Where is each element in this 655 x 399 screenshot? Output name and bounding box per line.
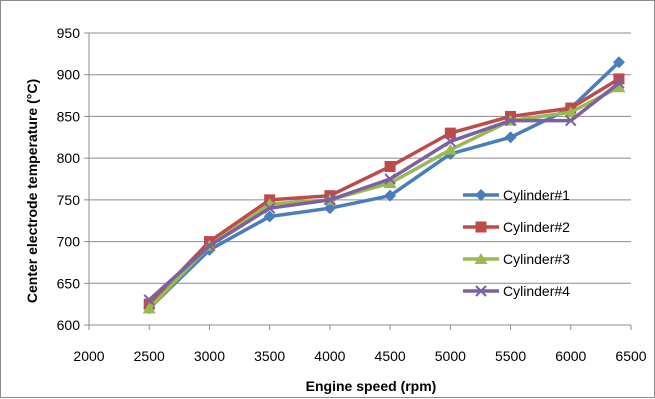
series-4-point-1-stroke-b [143,294,155,306]
y-tick-label-650: 650 [57,275,81,291]
y-axis-title: Center electrode temperature (°C) [24,79,40,303]
series-2-point-9 [613,73,625,85]
legend: Cylinder#1 Cylinder#2 Cylinder#3 Cylinder#4 [463,187,570,299]
x-tick-label-5500: 5500 [495,348,526,364]
x-tick-label-4000: 4000 [314,348,345,364]
y-tick-label-850: 850 [57,108,81,124]
series-4-point-3-stroke-b [263,202,276,214]
series-4-point-5-stroke-b [384,173,396,185]
x-tick-label-6500: 6500 [615,348,646,364]
series-4-point-4 [324,194,336,206]
y-tick-label-700: 700 [57,234,81,250]
y-tick-label-800: 800 [57,150,81,166]
series-4-point-1 [143,294,155,306]
series-1-point-4 [323,202,336,215]
legend-item-2: Cylinder#2 [463,219,570,235]
legend-label-4: Cylinder#4 [503,283,570,299]
series-4-point-8-stroke-b [565,114,577,127]
series-4-point-7-stroke-b [504,114,517,127]
series-1-point-7 [504,131,517,144]
x-tick-label-3000: 3000 [194,348,225,364]
series-1-point-9 [612,56,625,69]
series-4-point-6-stroke-b [444,135,457,148]
series-4-point-2-stroke-b [203,240,216,252]
axes: 600 650 700 750 800 850 900 950 2000 2500 3000 3500… [57,25,647,364]
series-1-point-5 [384,189,397,202]
legend-marker-2 [475,221,487,233]
y-tick-label-750: 750 [57,192,81,208]
series-4-point-8 [565,114,577,127]
legend-marker-3 [474,253,488,264]
legend-label-2: Cylinder#2 [503,219,570,235]
x-tick-label-6000: 6000 [555,348,586,364]
series-3-point-1 [142,302,156,314]
x-axis-title: Engine speed (rpm) [306,378,437,394]
grid-lines [89,32,631,326]
x-tick-label-2500: 2500 [134,348,165,364]
legend-marker-4-stroke-b [475,285,487,297]
series-3-point-9 [612,81,626,93]
y-tick-label-600: 600 [57,317,81,333]
series-4-point-9 [613,77,625,89]
series-2-point-5 [384,160,396,172]
legend-item-3: Cylinder#3 [463,251,570,267]
x-tick-label-3500: 3500 [254,348,285,364]
x-tick-label-4500: 4500 [375,348,406,364]
x-tick-label-2000: 2000 [73,348,104,364]
legend-item-1: Cylinder#1 [463,187,570,203]
series-4-point-5 [384,173,396,185]
legend-marker-1 [475,189,487,201]
y-tick-label-900: 900 [57,67,81,83]
series-4-point-2 [203,240,216,252]
series-1-point-3 [263,210,276,223]
series-4-point-4-stroke-b [324,194,336,206]
series-4-point-9-stroke-b [613,77,625,89]
series-4-point-7 [504,114,517,127]
series-4 [143,77,625,306]
y-tick-label-950: 950 [57,25,81,41]
series-4-point-3 [263,202,276,214]
series-3-point-6 [443,143,457,155]
legend-label-1: Cylinder#1 [503,187,570,203]
series-3-point-5 [383,177,397,189]
series-4-point-6 [444,135,457,148]
series-3-point-8 [564,106,578,118]
legend-item-4: Cylinder#4 [463,283,570,299]
x-tick-label-5000: 5000 [435,348,466,364]
series [142,56,626,315]
legend-marker-4 [475,285,487,297]
series-2-point-6 [444,127,456,139]
legend-label-3: Cylinder#3 [503,251,570,267]
